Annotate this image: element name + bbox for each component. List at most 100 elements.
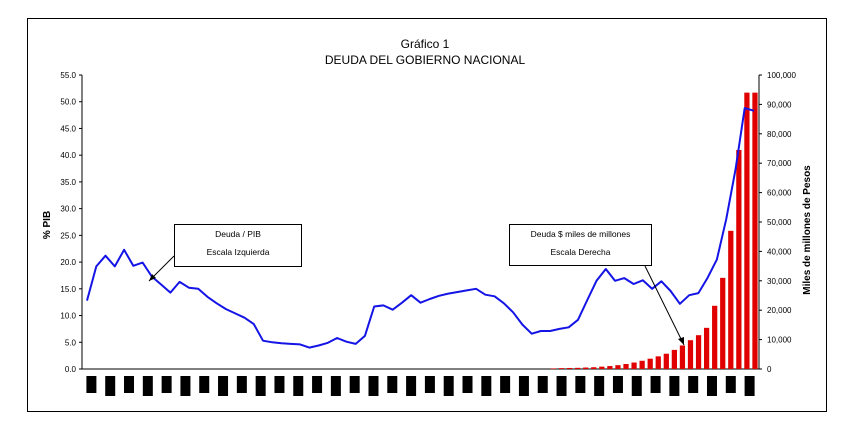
left-tick-label: 35.0: [60, 178, 76, 187]
bar-deuda-pesos: [566, 367, 573, 369]
x-category-marker: [500, 376, 511, 393]
x-category-marker: [594, 376, 605, 396]
chart-frame: [27, 18, 827, 412]
left-tick-label: 10.0: [60, 312, 76, 321]
x-category-marker: [556, 376, 567, 396]
x-category-marker: [124, 376, 135, 393]
right-axis-title: Miles de millones de Pesos: [802, 165, 813, 295]
x-category-marker: [312, 376, 323, 393]
x-category-marker: [236, 376, 247, 393]
right-tick-label: 30,000: [767, 277, 792, 286]
bar-deuda-pesos: [615, 365, 621, 369]
bar-deuda-pesos: [639, 360, 645, 369]
left-tick-label: 15.0: [60, 285, 76, 294]
x-category-marker: [368, 376, 379, 396]
bar-deuda-pesos: [599, 366, 605, 369]
bar-deuda-pesos: [671, 349, 677, 369]
x-category-marker: [481, 376, 492, 396]
right-tick-label: 0: [767, 365, 772, 374]
annotation-bar-arrowhead: [678, 337, 684, 345]
annotation-bar-scale: Escala Derecha: [550, 247, 611, 257]
bar-deuda-pesos: [687, 340, 694, 369]
annotation-bar-title: Deuda $ miles de millones: [530, 229, 631, 239]
x-category-marker: [575, 376, 586, 393]
chart-title: Gráfico 1: [400, 37, 450, 51]
bar-deuda-pesos: [720, 277, 726, 369]
right-tick-label: 20,000: [767, 306, 792, 315]
bar-deuda-pesos: [655, 356, 661, 369]
x-category-marker: [142, 376, 153, 396]
annotation-bar-pointer: [644, 265, 685, 346]
x-category-marker: [612, 376, 623, 393]
x-category-marker: [349, 376, 360, 393]
x-category-marker: [330, 376, 341, 396]
bar-deuda-pesos: [752, 92, 758, 369]
right-tick-label: 10,000: [767, 336, 792, 345]
left-axis-title: % PIB: [42, 211, 53, 239]
x-category-marker: [218, 376, 229, 396]
left-tick-label: 5.0: [65, 338, 77, 347]
left-tick-label: 50.0: [60, 98, 76, 107]
bar-deuda-pesos: [744, 92, 750, 369]
right-tick-label: 90,000: [767, 100, 792, 109]
right-tick-label: 80,000: [767, 130, 792, 139]
x-category-marker: [406, 376, 417, 396]
left-tick-label: 30.0: [60, 205, 76, 214]
x-category-marker: [688, 376, 699, 393]
x-category-marker: [650, 376, 661, 393]
right-tick-label: 40,000: [767, 247, 792, 256]
x-category-marker: [706, 376, 717, 396]
x-category-marker: [725, 376, 736, 393]
bar-deuda-pesos: [550, 368, 557, 369]
x-category-marker: [255, 376, 266, 396]
annotation-line-box: Deuda / PIB Escala Izquierda: [174, 224, 302, 267]
annotation-line-title: Deuda / PIB: [215, 229, 261, 239]
bar-deuda-pesos: [703, 327, 710, 369]
bar-deuda-pesos: [679, 345, 686, 369]
x-category-marker: [274, 376, 285, 393]
x-category-marker: [180, 376, 191, 396]
right-tick-label: 50,000: [767, 218, 792, 227]
annotation-line-arrowhead: [149, 274, 156, 281]
x-category-marker: [105, 376, 116, 396]
bar-deuda-pesos: [728, 230, 734, 369]
right-tick-label: 70,000: [767, 159, 792, 168]
annotation-bar-box: Deuda $ miles de millones Escala Derecha: [509, 224, 652, 266]
right-tick-label: 60,000: [767, 189, 792, 198]
bar-deuda-pesos: [558, 368, 565, 369]
left-tick-label: 40.0: [60, 151, 76, 160]
x-category-marker: [199, 376, 210, 393]
bar-deuda-pesos: [575, 367, 581, 369]
left-tick-label: 20.0: [60, 258, 76, 267]
bar-deuda-pesos: [591, 367, 597, 369]
x-category-marker: [669, 376, 680, 396]
x-category-marker: [744, 376, 755, 396]
bar-deuda-pesos: [623, 364, 629, 369]
bar-deuda-pesos: [663, 353, 669, 369]
x-category-marker: [631, 376, 642, 396]
bar-deuda-pesos: [712, 305, 718, 369]
bar-deuda-pesos: [607, 366, 613, 369]
x-category-marker: [537, 376, 548, 393]
x-category-marker: [293, 376, 304, 396]
bar-deuda-pesos: [736, 149, 742, 369]
left-tick-label: 45.0: [60, 124, 76, 133]
left-tick-label: 0.0: [65, 365, 77, 374]
x-category-marker: [161, 376, 172, 393]
x-category-marker: [387, 376, 398, 393]
bar-deuda-pesos: [647, 358, 653, 369]
bar-deuda-pesos: [695, 335, 702, 369]
x-category-marker: [86, 376, 97, 393]
x-category-marker: [518, 376, 529, 396]
line-deuda-pib: [86, 107, 755, 349]
x-category-marker: [443, 376, 454, 396]
left-tick-label: 25.0: [60, 231, 76, 240]
chart-subtitle: DEUDA DEL GOBIERNO NACIONAL: [324, 53, 526, 67]
bar-deuda-pesos: [583, 367, 589, 369]
left-tick-label: 55.0: [60, 71, 76, 80]
right-tick-label: 100,000: [767, 71, 796, 80]
x-category-marker: [424, 376, 435, 393]
x-category-marker: [462, 376, 473, 393]
bar-deuda-pesos: [631, 362, 637, 369]
